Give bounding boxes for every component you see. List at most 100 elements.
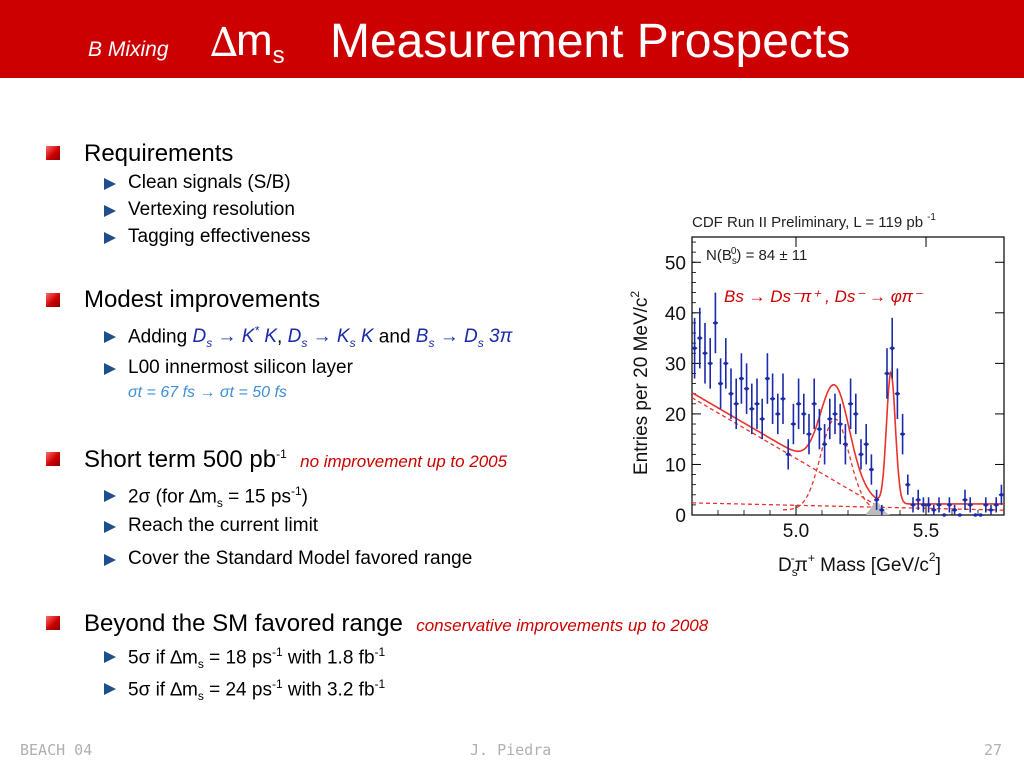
adding-line: Adding Ds → K* K, Ds → Ks K and Bs → Ds … bbox=[128, 324, 513, 351]
data-point bbox=[926, 503, 931, 507]
bullet-triangle bbox=[104, 683, 116, 695]
data-point bbox=[750, 407, 754, 411]
shortterm-heading: Short term 500 pb-1 no improvement up to… bbox=[84, 446, 508, 473]
data-point bbox=[703, 351, 707, 356]
decay-label: Bs → Ds⁻π⁺ , Ds⁻ → φπ⁻ bbox=[724, 287, 924, 306]
title-delta: ∆ bbox=[210, 20, 238, 66]
data-point bbox=[817, 427, 822, 431]
data-point bbox=[765, 376, 770, 381]
data-point bbox=[989, 508, 993, 512]
bullet-triangle bbox=[104, 521, 116, 533]
data-point bbox=[906, 482, 910, 487]
data-point bbox=[833, 412, 837, 416]
data-point bbox=[791, 422, 796, 426]
beyond-item: 5σ if ∆ms = 24 ps-1 with 3.2 fb-1 bbox=[128, 677, 386, 704]
data-point bbox=[958, 513, 962, 517]
bullet-square bbox=[46, 146, 60, 160]
title-prefix: B Mixing bbox=[88, 38, 169, 61]
beyond-heading: Beyond the SM favored range conservative… bbox=[84, 610, 709, 637]
y-tick-label: 20 bbox=[665, 405, 686, 426]
bullet-square bbox=[46, 616, 60, 630]
data-point bbox=[978, 513, 983, 517]
data-point bbox=[828, 417, 832, 421]
data-point bbox=[880, 508, 884, 512]
data-point bbox=[822, 442, 827, 447]
title-bar: B Mixing ∆ ms Measurement Prospects bbox=[0, 0, 1024, 78]
shortterm-item: Cover the Standard Model favored range bbox=[128, 548, 473, 569]
data-point bbox=[864, 442, 868, 447]
data-point bbox=[770, 396, 775, 401]
data-point bbox=[854, 412, 858, 416]
data-point bbox=[916, 498, 920, 502]
bullet-triangle bbox=[104, 651, 116, 663]
data-point bbox=[713, 321, 718, 325]
bullet-triangle bbox=[104, 178, 116, 190]
x-tick-label: 5.0 bbox=[783, 521, 809, 542]
reflection-curve bbox=[783, 418, 879, 511]
data-point bbox=[802, 412, 806, 416]
bullet-triangle bbox=[104, 232, 116, 244]
requirement-item: Clean signals (S/B) bbox=[128, 172, 291, 193]
data-point bbox=[937, 503, 941, 507]
bullet-triangle bbox=[104, 554, 116, 566]
data-point bbox=[755, 402, 759, 406]
data-point bbox=[963, 498, 967, 502]
bullet-triangle bbox=[104, 363, 116, 375]
y-tick-label: 50 bbox=[665, 253, 686, 274]
mass-histogram-chart: 0 10 20 30 40 50 5.0 5.5 CDF Run II Preliminary… bbox=[628, 212, 1005, 578]
footer-page-number: 27 bbox=[984, 741, 1003, 759]
bullet-triangle bbox=[104, 205, 116, 217]
y-axis-label: Entries per 20 MeV/c2 bbox=[628, 291, 652, 475]
requirements-heading: Requirements bbox=[84, 140, 234, 167]
bullet-square bbox=[46, 452, 60, 466]
data-point bbox=[708, 361, 712, 366]
data-point bbox=[911, 503, 915, 507]
beyond-item: 5σ if ∆ms = 18 ps-1 with 1.8 fb-1 bbox=[128, 645, 386, 672]
combinatorial-background-curve bbox=[692, 502, 1004, 511]
data-point bbox=[900, 432, 905, 436]
data-point bbox=[895, 391, 900, 396]
data-point bbox=[843, 442, 848, 447]
title-ms: ms bbox=[236, 16, 285, 69]
shortterm-item: Reach the current limit bbox=[128, 515, 319, 536]
data-point bbox=[999, 492, 1004, 497]
data-point bbox=[890, 346, 894, 350]
data-point bbox=[968, 503, 972, 507]
data-point bbox=[885, 371, 889, 376]
data-point bbox=[869, 467, 874, 472]
modest-heading: Modest improvements bbox=[84, 286, 321, 313]
data-point bbox=[729, 391, 733, 396]
data-point bbox=[807, 432, 811, 436]
data-point bbox=[718, 381, 723, 386]
x-axis-label: Ds-π+ Mass [GeV/c2] bbox=[778, 550, 941, 578]
data-point bbox=[947, 503, 952, 507]
data-point bbox=[760, 417, 764, 421]
chart-legend: N(Bs0) = 84 ± 11 bbox=[706, 246, 807, 267]
title-main: Measurement Prospects bbox=[330, 15, 851, 68]
data-point bbox=[942, 513, 946, 517]
data-point bbox=[838, 422, 842, 426]
data-point bbox=[952, 508, 957, 512]
plot-frame bbox=[691, 236, 1005, 516]
chart-title: CDF Run II Preliminary, L = 119 pb -1 bbox=[692, 212, 936, 231]
data-point bbox=[973, 513, 978, 517]
bullet-square bbox=[46, 293, 60, 307]
l00-item: L00 innermost silicon layer bbox=[128, 357, 353, 378]
shaded-component bbox=[866, 502, 890, 515]
data-point bbox=[781, 396, 785, 401]
y-tick-label: 40 bbox=[665, 304, 686, 325]
data-point bbox=[698, 336, 702, 340]
requirement-item: Tagging effectiveness bbox=[128, 226, 311, 247]
data-point bbox=[796, 402, 801, 406]
requirement-item: Vertexing resolution bbox=[128, 199, 295, 220]
data-point bbox=[932, 508, 936, 512]
data-point bbox=[859, 452, 863, 457]
footer-event: BEACH 04 bbox=[20, 741, 93, 759]
footer-author: J. Piedra bbox=[470, 741, 552, 759]
x-tick-label: 5.5 bbox=[913, 521, 939, 542]
bullet-triangle bbox=[104, 331, 116, 343]
data-point bbox=[921, 503, 926, 507]
data-point bbox=[776, 412, 780, 416]
total-fit-curve bbox=[691, 370, 1004, 505]
data-point bbox=[692, 346, 697, 350]
